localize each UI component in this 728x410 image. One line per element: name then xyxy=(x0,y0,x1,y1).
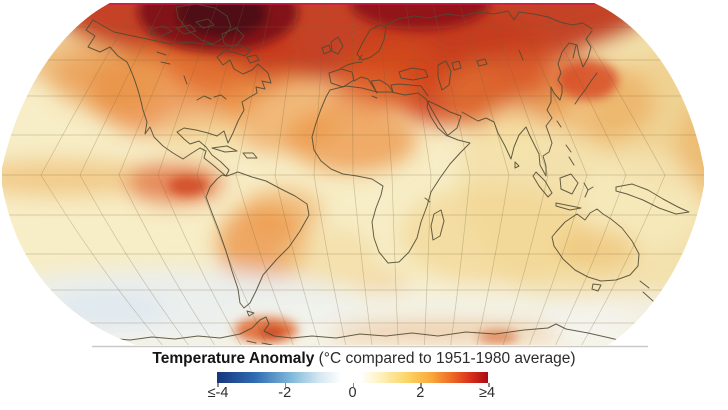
colorbar-tick xyxy=(352,382,354,387)
europe-coastline xyxy=(321,24,452,99)
antarctica-coastline xyxy=(87,316,632,345)
north-america-coastline xyxy=(85,19,272,177)
caption-title: Temperature Anomaly xyxy=(152,350,315,367)
colorbar-tick xyxy=(284,382,287,387)
coastlines xyxy=(85,3,690,345)
colorbar-tick-label: 0 xyxy=(348,385,357,401)
colorbar-labels: ≤-4 -2 0 2 ≥4 xyxy=(0,385,728,403)
caribbean-and-lakes xyxy=(156,51,258,159)
caption-subtitle: (°C compared to 1951-1980 average) xyxy=(314,350,576,367)
map-top-edge-line xyxy=(104,3,598,5)
colorbar-tick xyxy=(488,382,490,387)
greenland-iceland-arctic-islands xyxy=(149,3,260,64)
map-clipped-content xyxy=(2,3,704,345)
colorbar-tick xyxy=(420,382,422,387)
colorbar-gradient xyxy=(217,372,490,387)
colorbar-tick-label: ≤-4 xyxy=(207,385,229,401)
south-america-coastline xyxy=(205,171,310,317)
colorbar-tick xyxy=(217,382,219,387)
colorbar-tick-label: 2 xyxy=(416,385,425,401)
world-temperature-anomaly-map xyxy=(2,3,704,348)
indonesia-oceania-coastline xyxy=(532,171,690,302)
asia-east-south-coastline xyxy=(426,30,598,177)
figure-caption: Temperature Anomaly (°C compared to 1951… xyxy=(0,350,728,368)
asia-north-coastline xyxy=(385,10,593,71)
colorbar-tick-label: -2 xyxy=(278,385,292,401)
colorbar-tick-label: ≥4 xyxy=(478,385,496,401)
africa-coastline xyxy=(311,85,471,264)
